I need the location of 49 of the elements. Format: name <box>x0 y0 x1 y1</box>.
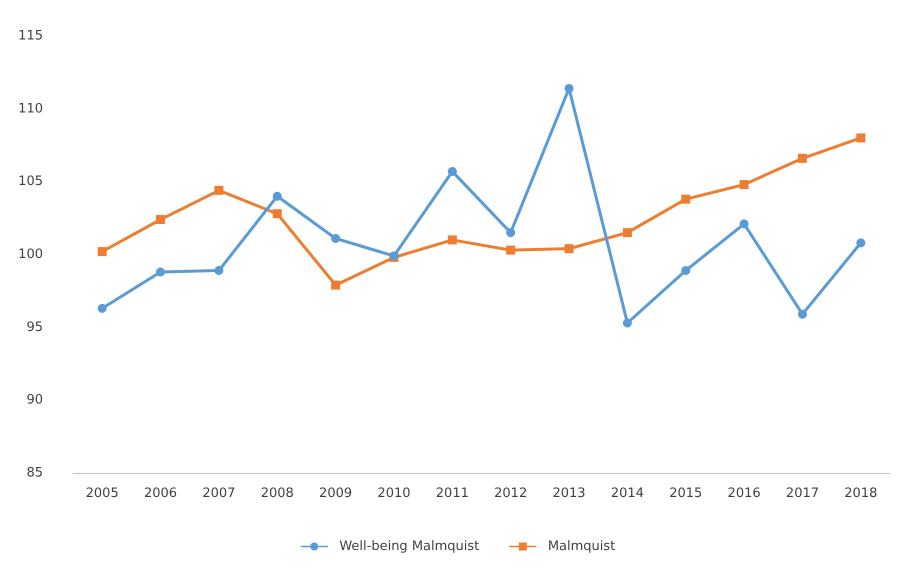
point <box>331 280 340 290</box>
x-tick-label: 2010 <box>377 486 411 501</box>
y-tick-label: 105 <box>18 174 43 190</box>
x-tick-label: 2015 <box>669 486 702 501</box>
legend-label: Well-being Malmquist <box>339 539 480 554</box>
point <box>798 154 807 163</box>
point <box>98 304 107 313</box>
point <box>272 192 282 201</box>
y-tick-label: 110 <box>18 101 43 116</box>
y-tick-label: 115 <box>18 28 43 44</box>
point <box>856 133 866 142</box>
point <box>564 244 574 254</box>
point <box>98 247 107 256</box>
x-tick-label: 2017 <box>786 486 820 501</box>
x-tick-label: 2012 <box>494 486 528 501</box>
point <box>681 266 690 276</box>
point <box>156 215 166 224</box>
point <box>856 238 866 248</box>
x-tick-label: 2014 <box>610 486 644 501</box>
point <box>214 186 224 195</box>
point <box>272 209 282 218</box>
point <box>448 235 457 244</box>
x-tick-label: 2011 <box>436 486 469 501</box>
point <box>622 318 632 328</box>
point <box>331 234 340 243</box>
point <box>156 267 166 276</box>
point <box>564 84 574 93</box>
point <box>681 194 690 204</box>
x-tick-label: 2007 <box>202 486 236 501</box>
point <box>448 166 457 176</box>
point <box>740 180 749 190</box>
y-tick-label: 95 <box>26 320 43 335</box>
x-tick-label: 2013 <box>552 486 586 501</box>
x-tick-label: 2008 <box>260 486 294 501</box>
legend-label: Malmquist <box>548 539 616 554</box>
x-tick-label: 2005 <box>86 486 119 501</box>
point <box>798 310 807 319</box>
point <box>506 246 516 255</box>
y-tick-label: 100 <box>18 247 43 262</box>
point <box>622 228 632 238</box>
point <box>506 228 516 238</box>
x-tick-label: 2006 <box>144 486 178 501</box>
x-tick-label: 2009 <box>319 486 352 501</box>
point <box>740 219 749 228</box>
y-tick-label: 85 <box>26 466 43 480</box>
y-tick-label: 90 <box>26 392 43 408</box>
x-tick-label: 2016 <box>728 486 761 501</box>
point <box>214 266 224 276</box>
x-tick-label: 2018 <box>844 486 878 501</box>
